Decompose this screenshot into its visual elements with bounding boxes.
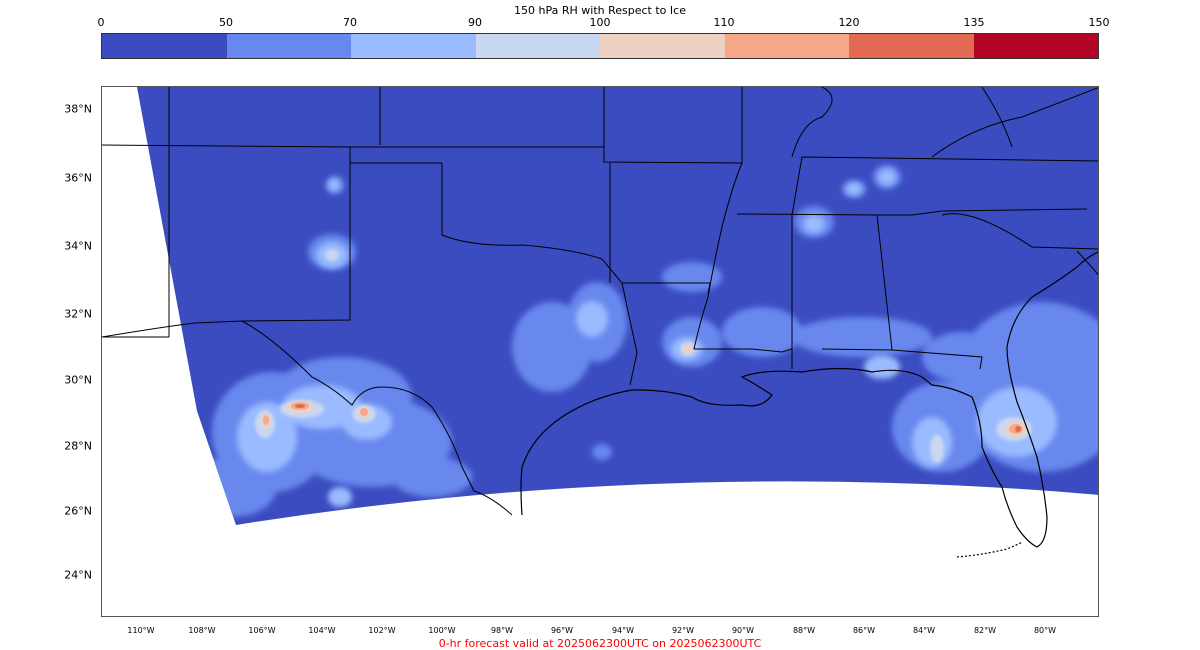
colorbar-segment [475,34,600,58]
rh-level-120-135 [295,404,1021,432]
latitude-label: 34°N [64,239,92,253]
colorbar-tick: 135 [963,16,985,29]
colorbar-tick: 70 [343,16,357,29]
longitude-label: 106°W [248,626,276,635]
colorbar-segment [226,34,351,58]
rh-field [187,165,1098,517]
longitude-label: 104°W [308,626,336,635]
colorbar-tick: 50 [219,16,233,29]
longitude-label: 110°W [127,626,155,635]
latitude-label: 24°N [64,568,92,582]
longitude-label: 86°W [852,626,876,635]
colorbar-tick: 90 [468,16,482,29]
longitude-label: 84°W [912,626,936,635]
coastline [520,251,1098,558]
colorbar-segment [849,34,974,58]
colorbar-title: 150 hPa RH with Respect to Ice [514,4,686,17]
colorbar-tick: 120 [838,16,860,29]
colorbar-segment [973,34,1098,58]
map-panel [101,86,1099,617]
latitude-label: 36°N [64,171,92,185]
latitude-label: 28°N [64,439,92,453]
forecast-valid-text: 0-hr forecast valid at 2025062300UTC on … [438,637,762,650]
latitude-label: 32°N [64,307,92,321]
colorbar-tick: 100 [589,16,611,29]
longitude-label: 80°W [1033,626,1057,635]
longitude-label: 92°W [671,626,695,635]
longitude-label: 82°W [973,626,997,635]
colorbar-segment [351,34,476,58]
colorbar-segment [102,34,227,58]
latitude-label: 38°N [64,102,92,116]
colorbar-segment [724,34,849,58]
longitude-label: 102°W [368,626,396,635]
colorbar-tick: 150 [1088,16,1110,29]
longitude-label: 94°W [611,626,635,635]
longitude-label: 108°W [188,626,216,635]
map-svg [102,87,1098,558]
state-boundaries [102,87,1098,516]
longitude-label: 96°W [550,626,574,635]
colorbar-segment [600,34,725,58]
colorbar-tick: 0 [97,16,105,29]
longitude-label: 98°W [490,626,514,635]
colorbar [101,33,1099,59]
colorbar-tick: 110 [713,16,735,29]
longitude-label: 88°W [792,626,816,635]
latitude-label: 30°N [64,373,92,387]
latitude-label: 26°N [64,504,92,518]
longitude-label: 90°W [731,626,755,635]
longitude-label: 100°W [428,626,456,635]
